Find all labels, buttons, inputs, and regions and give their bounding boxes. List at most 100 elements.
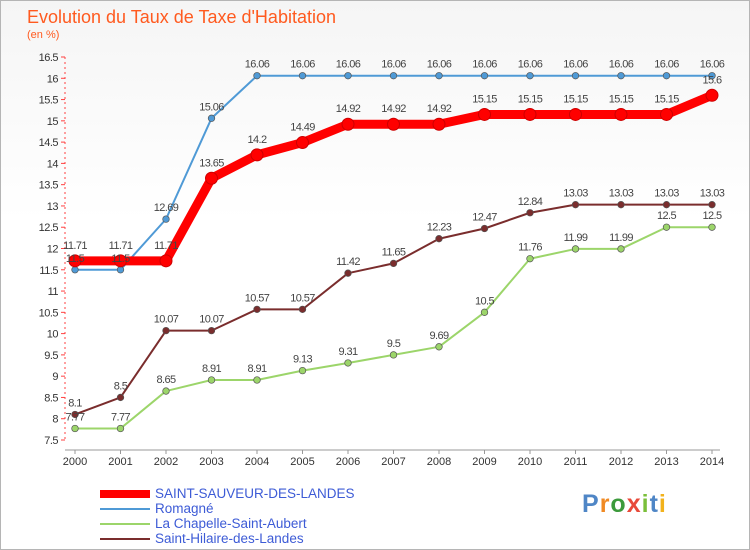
x-tick-label: 2014 [700,456,724,468]
data-label: 11.5 [66,253,85,265]
data-label: 12.69 [154,202,179,214]
y-tick-label: 16 [47,73,59,85]
data-point [114,254,127,268]
chart-subtitle: (en %) [27,29,60,41]
data-point [296,136,309,150]
data-point [298,366,307,375]
x-tick-label: 2013 [654,456,678,468]
data-label: 16.06 [472,59,497,71]
y-tick-label: 8.5 [44,392,58,404]
data-point [571,201,580,209]
data-label: 16.06 [609,59,634,71]
data-point [253,376,261,384]
y-tick-label: 8 [52,414,58,426]
data-label: 10.5 [475,295,494,307]
data-point [480,308,489,316]
data-label: 11.99 [564,232,588,244]
x-tick-label: 2007 [381,456,405,468]
legend-swatch [100,523,150,525]
data-label: 15.06 [199,101,224,113]
data-point [526,209,534,217]
data-point [526,255,534,263]
x-tick-label: 2004 [245,456,269,468]
x-tick-label: 2012 [609,456,633,468]
x-tick-label: 2001 [108,456,132,468]
data-label: 15.15 [609,93,634,105]
data-point [660,107,673,121]
logo-letter: i [658,490,667,518]
data-point [432,117,446,131]
y-tick-label: 11 [48,286,59,298]
data-label: 14.92 [427,103,452,115]
data-label: 15.15 [472,93,497,105]
y-tick-label: 12 [47,244,59,256]
data-label: 8.91 [247,363,266,375]
x-tick-label: 2002 [154,456,178,468]
data-label: 15.15 [654,93,679,105]
data-label: 16.06 [654,59,679,71]
data-point [662,223,671,231]
logo-letter: P [582,490,600,518]
data-label: 11.76 [518,242,542,254]
data-point [162,326,170,335]
data-point [662,72,671,80]
data-label: 9.69 [429,330,448,342]
data-label: 13.03 [563,188,588,200]
data-label: 16.06 [290,59,315,71]
data-label: 13.03 [654,188,679,200]
data-point [478,107,491,121]
data-point [662,201,671,209]
data-point [71,266,79,274]
data-point [344,269,352,277]
data-point [708,201,716,209]
data-point [708,223,716,231]
data-point [253,305,261,314]
data-point [389,72,398,80]
logo-letter: t [649,490,659,518]
data-point [435,235,443,243]
data-label: 12.84 [518,196,543,208]
data-label: 13.03 [609,188,634,200]
data-point [387,117,400,131]
data-point [617,201,625,209]
data-label: 12.5 [657,210,676,222]
data-label: 15.6 [702,74,721,86]
data-point [344,359,352,367]
data-label: 11.71 [154,240,178,252]
y-tick-label: 14.5 [39,137,59,149]
data-point [205,171,218,185]
data-point [435,72,443,80]
data-label: 10.07 [154,314,179,326]
data-label: 9.5 [387,338,401,350]
data-point [253,72,261,80]
data-point [480,72,489,80]
data-point [71,424,79,433]
data-label: 16.06 [700,59,725,71]
data-label: 12.23 [427,222,452,234]
data-label: 7.77 [111,412,130,424]
y-tick-label: 9 [52,371,58,383]
chart-title: Evolution du Taux de Taxe d'Habitation [27,7,336,27]
data-label: 11.65 [382,246,406,258]
data-point [250,148,264,162]
x-tick-label: 2011 [564,456,588,468]
data-label: 8.65 [156,374,175,386]
data-point [480,224,489,233]
data-label: 10.57 [245,292,270,304]
data-point [207,376,216,384]
y-tick-label: 11.5 [39,265,58,277]
data-label: 13.65 [199,157,224,169]
data-label: 14.2 [247,134,266,146]
data-point [526,72,534,80]
legend-label: Saint-Hilaire-des-Landes [155,531,304,546]
data-point [298,305,307,314]
y-tick-label: 7.5 [44,435,58,447]
data-label: 14.49 [290,122,315,134]
y-tick-label: 15 [47,116,59,128]
y-tick-label: 16.5 [39,52,59,64]
legend-swatch [100,508,150,510]
legend-label: La Chapelle-Saint-Aubert [155,516,307,531]
data-label: 12.5 [702,210,721,222]
data-point [341,117,355,131]
data-label: 16.06 [518,59,543,71]
